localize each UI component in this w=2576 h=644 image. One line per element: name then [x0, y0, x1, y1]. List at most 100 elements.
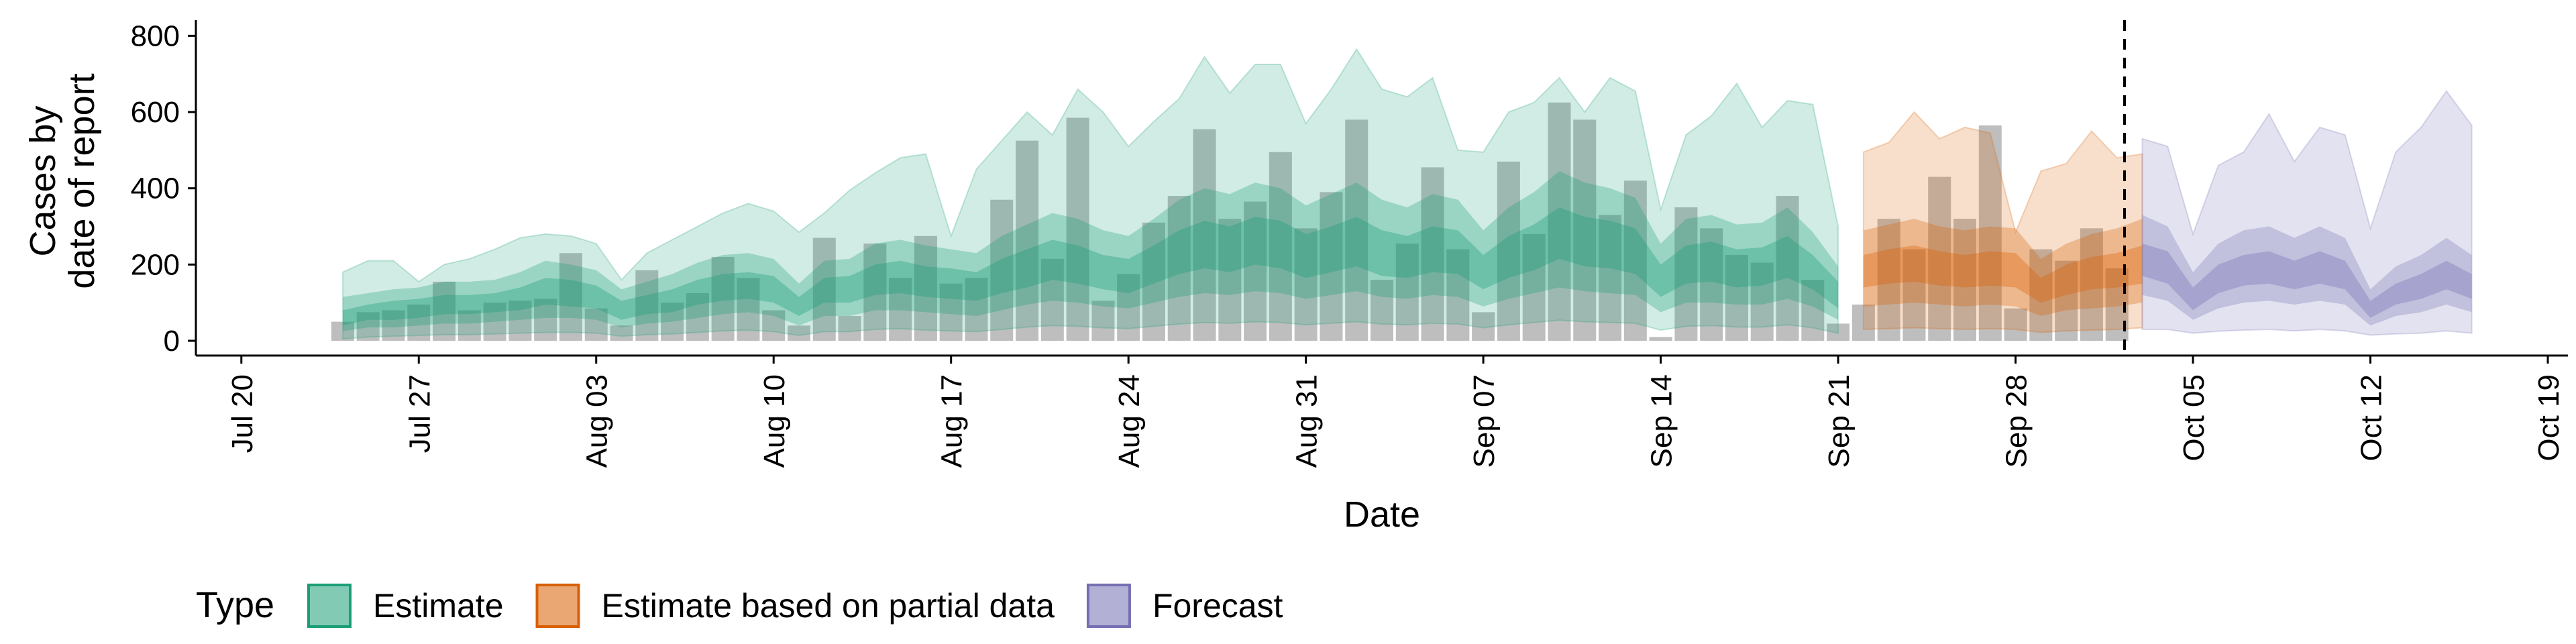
observed-case-bars [331, 102, 2129, 341]
case-bar [1345, 119, 1368, 341]
case-bar [1294, 228, 1318, 341]
case-bar [1902, 249, 1926, 341]
forecast-band-90 [2141, 90, 2473, 336]
x-tick-label: Aug 24 [1113, 374, 1146, 468]
legend: Type Estimate Estimate based on partial d… [196, 584, 1283, 628]
case-bar [1497, 161, 1520, 341]
case-bar [1421, 167, 1444, 341]
case-bar [1851, 305, 1875, 341]
case-bar [838, 316, 861, 341]
y-tick-label: 600 [131, 96, 180, 129]
case-bar [584, 308, 608, 341]
y-tick-label: 800 [131, 19, 180, 52]
case-bar [737, 278, 760, 341]
x-tick-label: Oct 12 [2355, 374, 2388, 462]
case-bar [1599, 215, 1622, 341]
estimate-band-20 [342, 207, 1839, 326]
x-tick-label: Aug 17 [936, 374, 969, 468]
x-tick-label: Sep 14 [1646, 374, 1678, 468]
case-bar [1320, 192, 1343, 341]
x-tick-label: Aug 03 [581, 374, 614, 468]
estimate-bands [341, 48, 2473, 340]
case-bar [534, 299, 557, 341]
case-bar [1928, 176, 1951, 341]
legend-key [535, 584, 580, 628]
y-tick-label: 200 [131, 248, 180, 281]
case-bar [1167, 196, 1191, 341]
forecast-band-50 [2142, 215, 2472, 326]
case-bar [711, 256, 735, 341]
case-bar [1244, 201, 1267, 341]
case-bar [1700, 228, 1723, 341]
x-tick-label: Sep 07 [1468, 374, 1501, 468]
case-bar [787, 325, 811, 341]
case-bar [1016, 140, 1039, 341]
estimate-based-on-partial-data-band-50 [1863, 219, 2143, 317]
y-tick-label: 0 [164, 325, 180, 358]
x-axis-title: Date [1344, 494, 1420, 535]
case-bar [1446, 249, 1470, 341]
case-bar [635, 270, 659, 341]
case-bar [1040, 258, 1064, 341]
case-bar [559, 253, 582, 341]
case-bar [356, 312, 380, 341]
case-bar [1472, 312, 1495, 341]
case-bar [1750, 262, 1774, 341]
case-bar [914, 235, 937, 341]
case-bar [1953, 219, 1977, 341]
case-bar [990, 199, 1014, 341]
case-bar [661, 303, 684, 341]
case-bar [1801, 280, 1825, 341]
case-bar [1623, 180, 1647, 341]
case-bar [1827, 323, 1850, 341]
legend-items: Estimate Estimate based on partial data Fo… [307, 584, 1283, 628]
case-bar [2004, 308, 2027, 341]
y-tick-label: 400 [131, 172, 180, 205]
case-bar [1395, 244, 1419, 341]
x-axis: Jul 20 Jul 27 Aug 03 Aug 10 Aug 17 Aug 24 Aug … [196, 354, 2568, 468]
x-tick-label: Aug 10 [758, 374, 791, 468]
case-bar [1548, 102, 1571, 341]
case-bar [433, 281, 456, 341]
case-bar [1218, 219, 1242, 341]
case-bar [1142, 222, 1165, 341]
case-bar [2029, 249, 2053, 341]
estimate-band-50 [342, 171, 1839, 331]
case-bar [2055, 260, 2078, 341]
legend-label: Estimate based on partial data [602, 587, 1055, 625]
x-tick-label: Sep 21 [1823, 374, 1856, 468]
legend-label: Estimate [373, 587, 504, 625]
case-bar [458, 310, 481, 341]
y-axis-title-line-2: date of report [62, 73, 102, 288]
case-bar [1877, 219, 1900, 341]
case-bar [1978, 125, 2002, 341]
y-axis-title-line-1: Cases by [23, 105, 63, 256]
case-bar [1269, 152, 1292, 341]
case-bar [1066, 117, 1089, 341]
x-tick-label: Aug 31 [1291, 374, 1324, 468]
x-tick-label: Oct 19 [2532, 374, 2565, 462]
case-bar [1193, 129, 1216, 341]
legend-key [1086, 584, 1131, 628]
case-bar [1091, 301, 1115, 341]
case-bar [382, 310, 405, 341]
x-tick-label: Sep 28 [2000, 374, 2033, 468]
estimate-based-on-partial-data-band-20 [1863, 245, 2143, 303]
case-bar [1776, 196, 1799, 341]
legend-title: Type [196, 585, 274, 625]
case-bar [508, 301, 532, 341]
x-tick-label: Oct 05 [2178, 374, 2210, 462]
case-bar [610, 325, 633, 341]
case-bar [812, 237, 836, 341]
case-bar [889, 278, 912, 341]
case-bar [1370, 280, 1394, 341]
case-bar [1573, 119, 1597, 341]
legend-key [307, 584, 352, 628]
estimate-based-on-partial-data-band-90 [1862, 111, 2143, 333]
forecast-band-20 [2142, 244, 2472, 318]
case-bar [686, 292, 709, 341]
case-bar [2080, 228, 2103, 341]
case-bar [407, 305, 431, 341]
case-bar [939, 283, 963, 341]
case-bar [1117, 274, 1140, 341]
